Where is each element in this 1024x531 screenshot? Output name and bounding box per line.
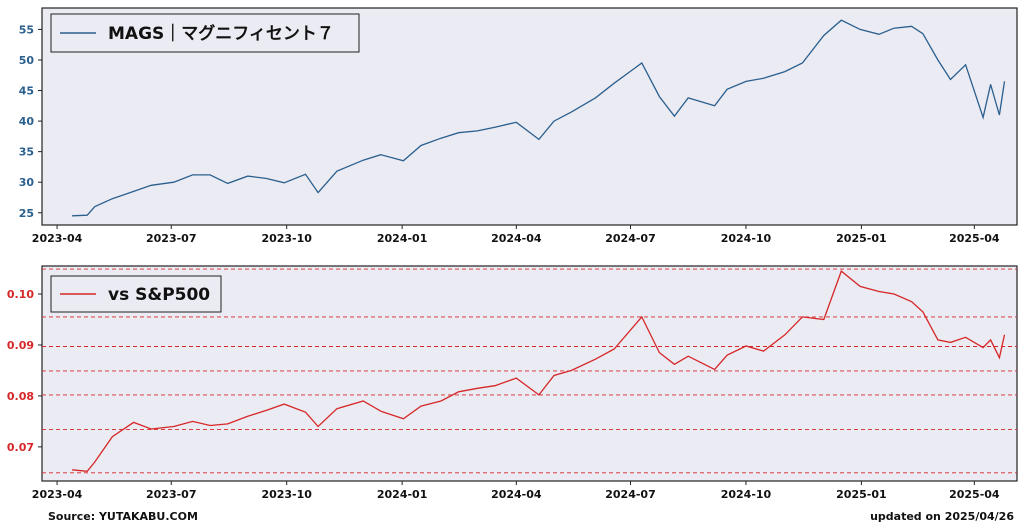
lower-xtick-label: 2025-04 (949, 488, 1000, 501)
upper-legend: MAGS｜マグニフィセント７ (50, 13, 360, 53)
upper-xtick-label: 2024-04 (491, 232, 542, 245)
lower-xtick-label: 2024-04 (491, 488, 542, 501)
source-credit: Source: YUTAKABU.COM (48, 510, 198, 523)
upper-xtick-label: 2025-04 (949, 232, 1000, 245)
upper-xtick-label: 2024-01 (377, 232, 428, 245)
lower-legend: vs S&P500 (50, 275, 222, 313)
lower-ytick-label: 0.08 (7, 390, 34, 403)
lower-chart: 0.07 0.08 0.09 0.10 2023-04 2023-07 2023-10 20… (7, 265, 1018, 501)
upper-ytick-label: 45 (19, 85, 34, 98)
lower-xtick-label: 2023-04 (32, 488, 83, 501)
upper-xtick-label: 2024-10 (721, 232, 772, 245)
upper-ytick-label: 30 (19, 176, 35, 189)
mags-price-line (72, 19, 1006, 217)
upper-xtick-label: 2023-07 (146, 232, 197, 245)
lower-xtick-label: 2023-07 (146, 488, 197, 501)
lower-ytick-label: 0.10 (7, 288, 34, 301)
lower-xtick-label: 2024-01 (377, 488, 428, 501)
lower-xtick-label: 2025-01 (836, 488, 887, 501)
upper-ytick-label: 55 (19, 23, 34, 36)
lower-legend-label: vs S&P500 (108, 285, 210, 305)
upper-ytick-label: 40 (19, 115, 35, 128)
lower-xtick-label: 2024-10 (721, 488, 772, 501)
updated-date: updated on 2025/04/26 (870, 510, 1014, 523)
vs-sp500-ratio-line (72, 270, 1006, 472)
upper-xtick-label: 2024-07 (605, 232, 656, 245)
lower-ytick-label: 0.07 (7, 441, 34, 454)
upper-ytick-label: 35 (19, 146, 34, 159)
upper-xtick-label: 2025-01 (836, 232, 887, 245)
upper-xtick-label: 2023-10 (261, 232, 312, 245)
upper-chart: 25 30 35 40 45 50 55 2023-04 2023-07 2023-10 2024… (19, 7, 1018, 245)
upper-ytick-label: 25 (19, 207, 34, 220)
lower-xtick-label: 2024-07 (605, 488, 656, 501)
upper-xtick-label: 2023-04 (32, 232, 83, 245)
upper-legend-label: MAGS｜マグニフィセント７ (108, 23, 334, 44)
lower-ytick-label: 0.09 (7, 339, 34, 352)
upper-legend-box (50, 13, 360, 53)
lower-xtick-label: 2023-10 (261, 488, 312, 501)
upper-ytick-label: 50 (19, 54, 35, 67)
